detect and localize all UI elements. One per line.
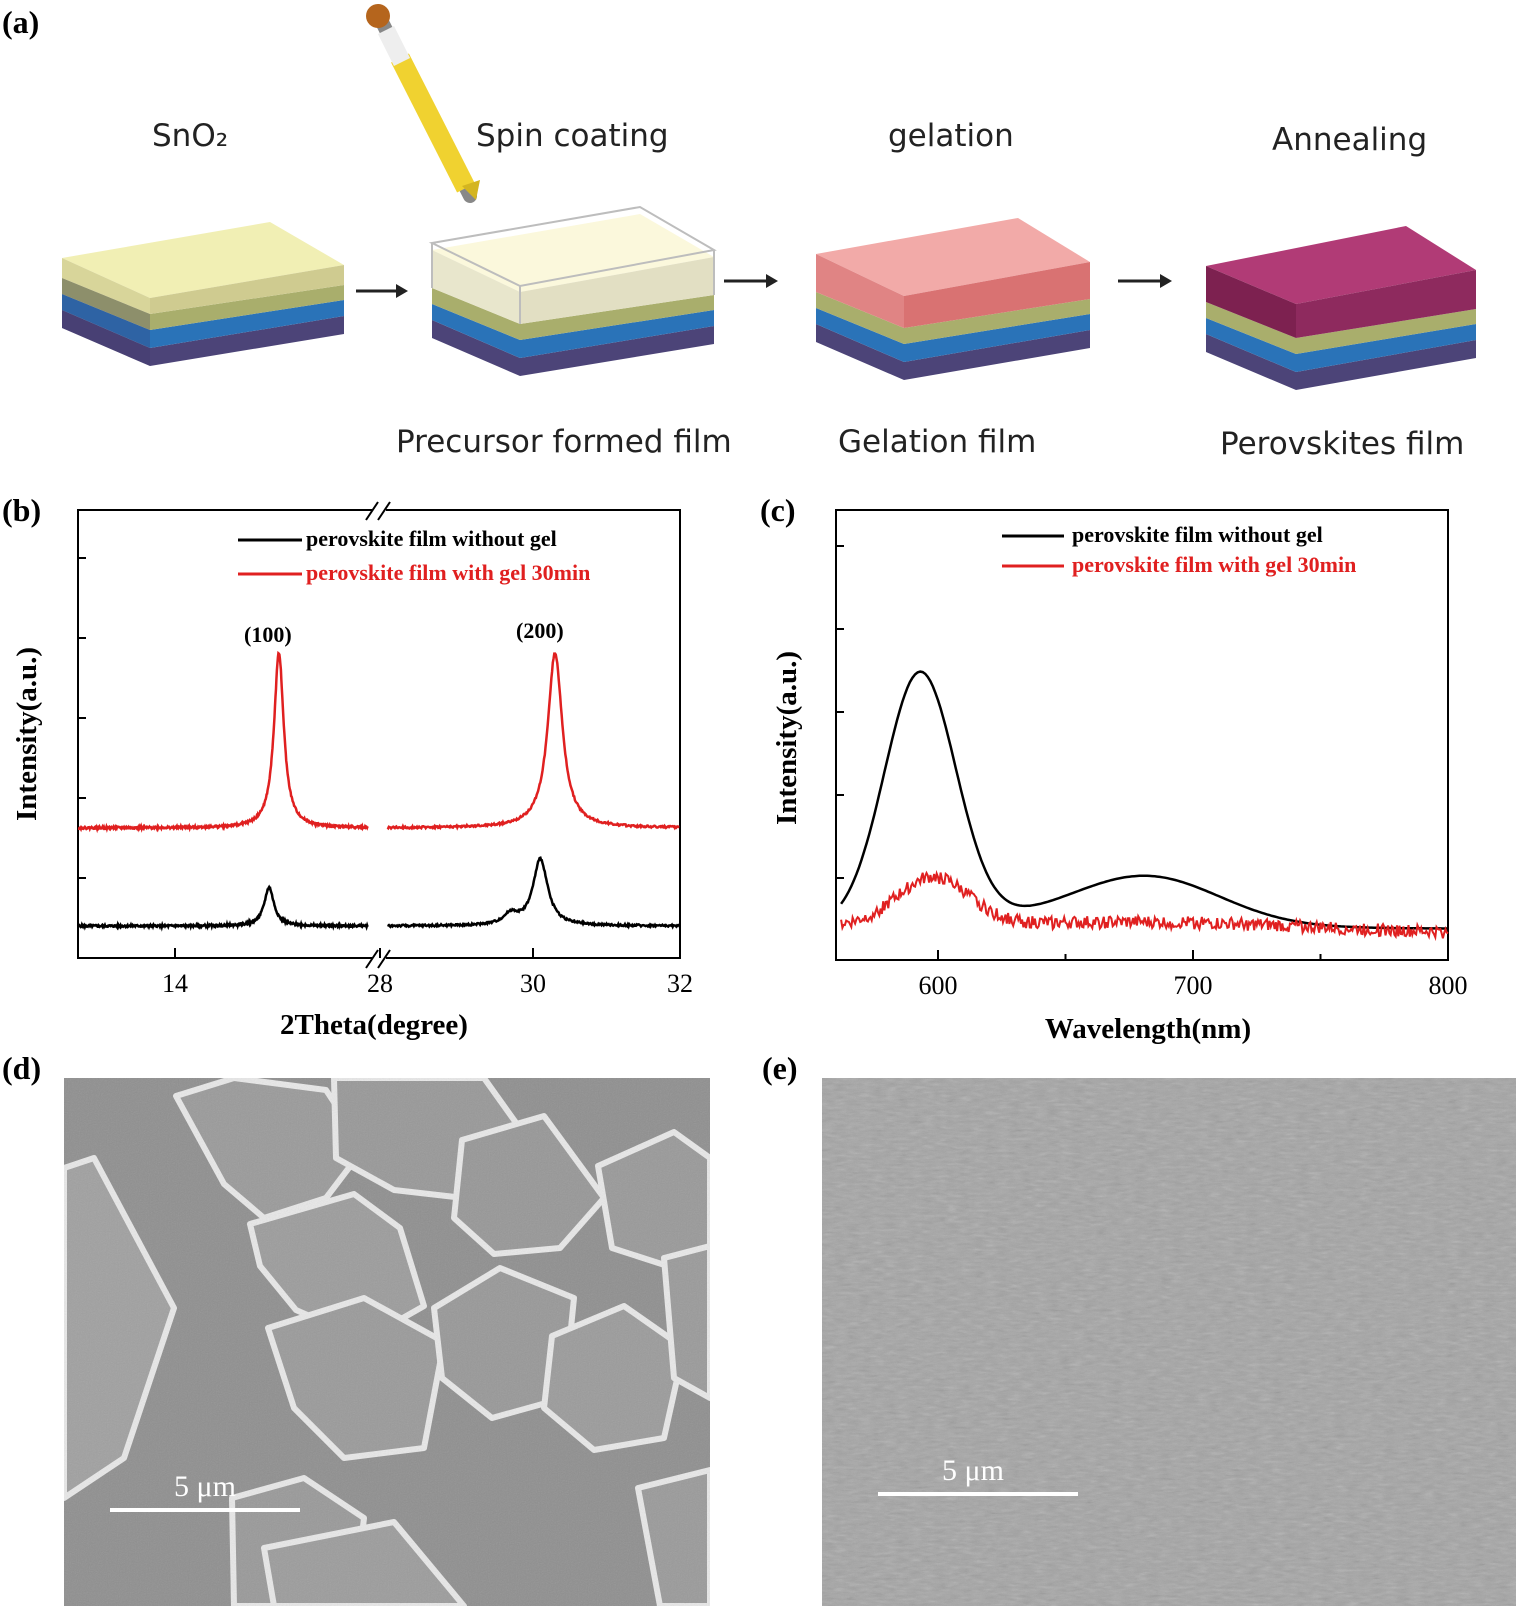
dropper-icon	[366, 4, 480, 203]
xrd-legend-label-red: perovskite film with gel 30min	[306, 560, 590, 585]
step-2-title: Spin coating	[476, 118, 669, 154]
xrd-series-1-A	[77, 650, 369, 834]
pl-x-label: Wavelength(nm)	[1045, 1013, 1251, 1045]
arrow-2	[724, 274, 778, 288]
pl-x-tick-label: 800	[1429, 971, 1468, 1000]
stack-sno2	[62, 222, 344, 366]
xrd-series-0-B	[387, 856, 680, 930]
step-4-caption: Perovskites film	[1220, 426, 1465, 462]
scalebar-e	[878, 1492, 1078, 1496]
pl-x-tick-label: 600	[919, 971, 958, 1000]
pl-series-1	[840, 869, 1449, 942]
xrd-annotation-100: (100)	[244, 622, 292, 647]
xrd-legend-label-black: perovskite film without gel	[306, 526, 557, 551]
xrd-x-tick-label: 32	[667, 969, 693, 998]
scalebar-d	[110, 1508, 300, 1512]
xrd-x-tick-label: 28	[367, 969, 393, 998]
sem-image-without-gel: 5 μm	[64, 1078, 710, 1606]
stack-perovskite	[1206, 226, 1476, 390]
xrd-series-1-B	[386, 652, 680, 831]
xrd-x-tick-label: 30	[520, 969, 546, 998]
stack-precursor	[428, 205, 717, 376]
panel-a-letter: (a)	[2, 4, 40, 40]
step-1-title: SnO₂	[152, 118, 229, 154]
pl-series-0	[840, 670, 1448, 930]
xrd-series-0-A	[76, 884, 369, 932]
xrd-x-tick-label: 14	[162, 969, 188, 998]
pl-x-tick-label: 700	[1174, 971, 1213, 1000]
xrd-x-label: 2Theta(degree)	[280, 1009, 468, 1041]
scalebar-label-d: 5 μm	[174, 1470, 236, 1503]
arrow-3	[1118, 274, 1172, 288]
step-3-caption: Gelation film	[838, 424, 1037, 460]
pl-plot-frame	[835, 509, 1449, 961]
arrow-1	[356, 284, 408, 298]
xrd-y-label: Intensity(a.u.)	[11, 647, 43, 821]
pl-legend-label-black: perovskite film without gel	[1072, 522, 1323, 547]
pl-chart: 600 700 800 perovskite film without gel pe…	[771, 509, 1468, 1045]
sem-image-with-gel: 5 μm	[822, 1078, 1516, 1606]
xrd-annotation-200: (200)	[516, 618, 564, 643]
xrd-chart: 14 28 30 32 perovskite film without gel per…	[11, 500, 693, 1041]
step-2-caption: Precursor formed film	[396, 424, 732, 460]
step-4-title: Annealing	[1272, 122, 1428, 158]
process-schematic	[62, 4, 1476, 390]
panel-b-letter: (b)	[2, 492, 42, 528]
pl-y-label: Intensity(a.u.)	[771, 651, 803, 825]
step-3-title: gelation	[888, 118, 1014, 154]
panel-c-letter: (c)	[760, 492, 796, 528]
panel-d-letter: (d)	[2, 1050, 42, 1086]
scalebar-label-e: 5 μm	[942, 1454, 1004, 1487]
stack-gelation	[816, 218, 1090, 380]
panel-e-letter: (e)	[762, 1050, 798, 1086]
pl-legend-label-red: perovskite film with gel 30min	[1072, 552, 1356, 577]
